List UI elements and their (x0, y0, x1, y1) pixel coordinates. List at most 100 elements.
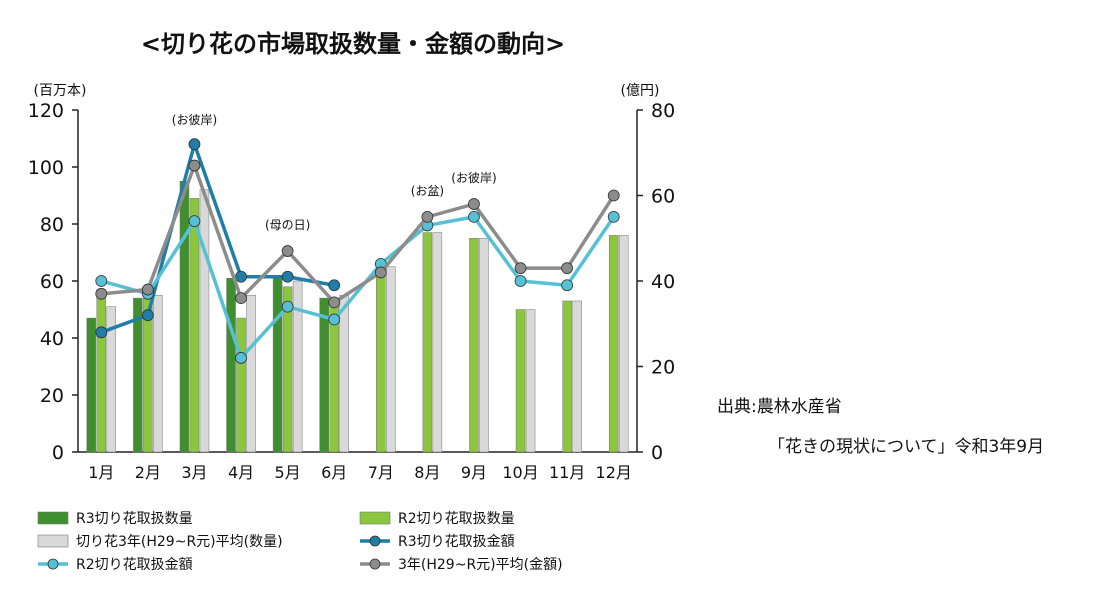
data-point (188, 215, 201, 228)
bar (86, 317, 97, 453)
x-tick-label: 1月 (88, 463, 114, 482)
y-left-axis-label: (百万本) (34, 83, 87, 99)
data-point (468, 198, 480, 210)
bar (236, 317, 246, 453)
data-point (235, 292, 247, 305)
y-left-tick-label: 120 (28, 100, 64, 122)
data-point (281, 245, 294, 257)
x-tick-label: 8月 (414, 463, 440, 482)
data-point (374, 266, 387, 279)
bar (479, 238, 489, 453)
data-point (235, 270, 247, 283)
bar (339, 295, 349, 453)
legend-marker (369, 558, 381, 570)
bar (572, 300, 582, 453)
y-right-axis-label: (億円) (621, 83, 660, 99)
legend-label: 切り花3年(H29~R元)平均(数量) (76, 534, 283, 550)
x-tick-label: 7月 (368, 463, 394, 482)
data-point (561, 262, 574, 275)
data-point (95, 275, 108, 287)
bar (226, 277, 236, 453)
bar (189, 198, 200, 453)
y-right-tick-label: 40 (651, 271, 675, 293)
x-tick-label: 10月 (502, 463, 538, 482)
data-point (95, 326, 108, 339)
lines (95, 138, 620, 364)
event-annotation: (お盆) (411, 184, 444, 198)
data-point (468, 210, 480, 223)
bar (133, 297, 143, 453)
legend-label: R2切り花取扱数量 (398, 511, 515, 527)
bar (106, 306, 117, 453)
bar (199, 189, 210, 453)
y-right-tick-label: 80 (651, 100, 675, 122)
bar (153, 295, 163, 453)
legend-swatch (37, 511, 69, 525)
bars (86, 181, 629, 453)
bar (525, 309, 536, 453)
bar (469, 238, 479, 453)
data-point (235, 352, 247, 364)
data-point (514, 262, 527, 275)
data-point (141, 283, 154, 296)
bar (246, 295, 256, 453)
x-tick-label: 12月 (596, 463, 632, 482)
x-tick-label: 6月 (321, 463, 347, 482)
bar (292, 280, 303, 453)
y-right-tick-label: 60 (651, 186, 675, 208)
event-annotation: (お彼岸) (451, 171, 496, 185)
data-point (328, 296, 341, 309)
bar (562, 300, 572, 453)
y-left-tick-label: 80 (40, 214, 64, 236)
x-tick-label: 9月 (461, 463, 487, 482)
bar (515, 309, 526, 453)
y-right-tick-label: 20 (651, 357, 675, 379)
bar (376, 269, 386, 453)
event-annotation: (お彼岸) (172, 113, 217, 127)
bar (432, 232, 443, 453)
legend-marker (369, 535, 381, 547)
legend-swatch (37, 534, 69, 548)
data-point (281, 300, 294, 313)
bar (422, 232, 433, 453)
legend-label: 3年(H29~R元)平均(金額) (398, 557, 563, 573)
event-annotations: (お彼岸) (母の日) (お盆) (お彼岸) (172, 113, 497, 232)
source-label: 出典:農林水産省 (717, 397, 842, 417)
bar (272, 277, 283, 453)
bar (179, 181, 190, 453)
legend-label: R3切り花取扱金額 (398, 534, 515, 550)
bar (319, 297, 329, 453)
bar (282, 286, 293, 453)
data-point (607, 210, 620, 223)
source-document: 「花きの現状について」令和3年9月 (768, 437, 1045, 457)
data-point (281, 270, 294, 283)
data-point (188, 138, 201, 151)
data-point (421, 210, 434, 223)
y-left-tick-label: 100 (28, 157, 64, 179)
data-point (141, 309, 154, 322)
data-point (188, 159, 201, 172)
legend-label: R3切り花取扱数量 (76, 511, 193, 527)
legend-marker (47, 558, 59, 570)
y-left-tick-label: 0 (52, 442, 64, 464)
x-tick-label: 11月 (549, 463, 585, 482)
x-tick-label: 3月 (181, 463, 207, 482)
axes: 0 20 40 60 80 100 120 0 20 40 60 80 1月 2月 3月 4月 5月 6月 7月 8月… (28, 100, 675, 482)
data-point (607, 189, 620, 202)
x-tick-label: 5月 (275, 463, 301, 482)
x-tick-label: 2月 (135, 463, 161, 482)
series-line (100, 142, 335, 334)
bar (386, 266, 396, 453)
y-left-tick-label: 20 (40, 385, 64, 407)
legend-label: R2切り花取扱金額 (76, 557, 193, 573)
data-point (328, 279, 341, 292)
data-point (561, 279, 574, 292)
y-left-tick-label: 40 (40, 328, 64, 350)
series-line (100, 215, 616, 360)
bar (618, 235, 629, 453)
data-point (95, 287, 108, 300)
bar (608, 235, 619, 453)
y-right-tick-label: 0 (651, 442, 663, 464)
